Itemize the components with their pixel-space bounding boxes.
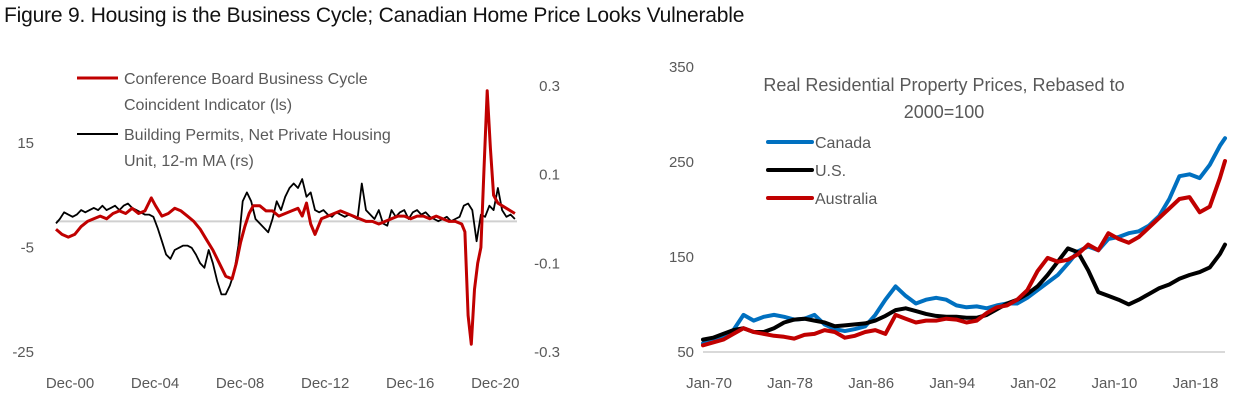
x-tick-label: Jan-10 (1091, 375, 1137, 392)
y-tick-label: 150 (669, 249, 694, 266)
x-tick-label: Jan-86 (848, 375, 894, 392)
legend-label: Canada (815, 135, 871, 152)
y-left-tick-label: -5 (21, 240, 34, 257)
y-right-tick-label: 0.1 (539, 167, 560, 184)
y-tick-label: 350 (669, 59, 694, 76)
y-right-tick-label: -0.3 (534, 344, 560, 361)
figure-title: Figure 9. Housing is the Business Cycle;… (4, 4, 745, 27)
legend-label: Unit, 12-m MA (rs) (124, 153, 254, 170)
series-line-us (701, 242, 1227, 342)
x-tick-label: Dec-16 (386, 375, 434, 392)
x-tick-label: Jan-70 (686, 375, 732, 392)
y-right-tick-label: 0.3 (539, 78, 560, 95)
legend-label: U.S. (815, 163, 846, 180)
chart-title: Real Residential Property Prices, Rebase… (763, 75, 1124, 95)
x-tick-label: Dec-00 (46, 375, 94, 392)
x-tick-label: Dec-04 (131, 375, 179, 392)
x-tick-label: Jan-94 (929, 375, 975, 392)
series-line-business-cycle (55, 89, 516, 346)
x-tick-label: Dec-20 (471, 375, 519, 392)
legend-label: Coincident Indicator (ls) (124, 97, 292, 114)
legend-label: Building Permits, Net Private Housing (124, 127, 391, 144)
x-tick-label: Jan-18 (1173, 375, 1219, 392)
y-right-tick-label: -0.1 (534, 255, 560, 272)
x-tick-label: Dec-08 (216, 375, 264, 392)
business-cycle-chart: 15 -5 -25 0.3 0.1 -0.1 -0.3 Dec-00 Dec-04 Dec-08 D… (12, 71, 560, 392)
x-tick-label: Jan-78 (767, 375, 813, 392)
series-line-australia (701, 159, 1227, 348)
legend-label: Australia (815, 191, 877, 208)
y-left-tick-label: 15 (17, 135, 34, 152)
y-left-tick-label: -25 (12, 344, 34, 361)
x-tick-label: Jan-02 (1010, 375, 1056, 392)
y-tick-label: 50 (677, 344, 694, 361)
y-tick-label: 250 (669, 154, 694, 171)
legend-label: Conference Board Business Cycle (124, 71, 368, 88)
x-tick-label: Dec-12 (301, 375, 349, 392)
chart-title: 2000=100 (904, 102, 985, 122)
